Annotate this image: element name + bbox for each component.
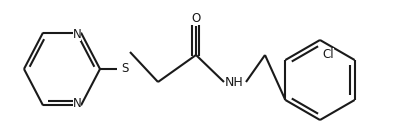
Text: N: N bbox=[72, 97, 81, 110]
Text: O: O bbox=[191, 11, 201, 25]
Text: Cl: Cl bbox=[322, 47, 334, 60]
Text: NH: NH bbox=[225, 75, 244, 88]
Text: S: S bbox=[121, 63, 129, 75]
Text: N: N bbox=[72, 28, 81, 41]
